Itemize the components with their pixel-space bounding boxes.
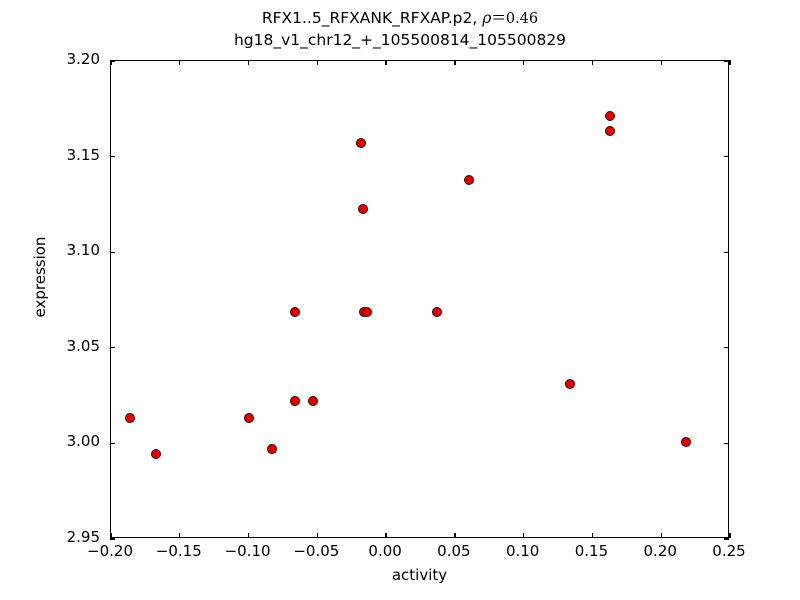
y-axis-tick-right: [724, 538, 729, 540]
scatter-point: [243, 412, 254, 423]
y-axis-tick-label: 3.15: [66, 145, 100, 164]
scatter-point: [290, 307, 301, 318]
x-axis-tick-top: [316, 60, 318, 65]
x-axis-tick: [523, 533, 525, 538]
chart-title-line-2: hg18_v1_chr12_+_105500814_105500829: [233, 31, 567, 49]
x-axis-tick-top: [110, 60, 112, 65]
x-axis-tick-top: [729, 60, 731, 65]
scatter-point: [565, 379, 576, 390]
y-axis-tick: [110, 155, 115, 158]
scatter-point: [151, 448, 162, 459]
y-axis-tick-right: [724, 60, 729, 62]
y-axis-tick-right: [724, 442, 729, 445]
y-axis-tick-right: [724, 251, 729, 253]
x-axis-tick-label: 0.15: [574, 542, 609, 560]
x-axis-tick: [454, 533, 456, 538]
y-axis-tick: [110, 347, 115, 349]
x-axis-tick: [247, 533, 250, 538]
x-axis-tick: [591, 533, 594, 538]
x-axis-tick-top: [523, 60, 525, 65]
x-axis-tick-label: −0.10: [224, 542, 271, 560]
x-axis-tick-top: [591, 60, 594, 65]
plot-axes-frame: [110, 60, 731, 540]
x-axis-tick: [729, 533, 731, 538]
scatter-point: [463, 174, 474, 185]
y-axis-tick-label: 3.20: [66, 50, 100, 68]
y-axis-tick-label: 3.10: [66, 241, 100, 260]
x-axis-tick-label: 0.20: [643, 542, 677, 560]
scatter-point: [125, 412, 136, 423]
x-axis-tick-label: 0.10: [505, 542, 540, 560]
y-axis-tick: [110, 251, 115, 253]
y-axis-tick-label: 2.95: [66, 528, 100, 546]
y-axis-tick-label: 3.00: [66, 432, 100, 451]
scatter-point: [308, 395, 319, 406]
x-axis-tick-top: [247, 60, 250, 65]
y-axis-label: expression: [31, 236, 49, 318]
chart-title: RFX1..5_RFXANK_RFXAP.p2, ρ＝0.46 hg18_v1_…: [0, 8, 800, 51]
x-axis-tick-top: [179, 60, 181, 65]
x-axis-tick-top: [385, 60, 387, 65]
y-axis-tick-right: [724, 155, 729, 158]
scatter-points-layer: [111, 61, 728, 537]
scatter-point: [290, 395, 301, 406]
x-axis-tick-label: −0.20: [87, 542, 133, 560]
scatter-point: [361, 307, 372, 318]
rho-symbol: ρ: [482, 9, 492, 27]
x-axis-label: activity: [391, 566, 448, 584]
scatter-point: [432, 307, 442, 318]
x-axis-tick-label: −0.05: [293, 542, 340, 560]
chart-title-motif: RFX1..5_RFXANK_RFXAP.p2,: [261, 9, 483, 27]
x-axis-tick: [110, 533, 112, 538]
scatter-point: [680, 437, 691, 448]
scatter-point: [605, 125, 616, 136]
x-axis-tick-top: [454, 60, 456, 65]
x-axis-tick-label: −0.15: [155, 542, 202, 560]
y-axis-tick: [110, 442, 115, 445]
scatter-point: [356, 138, 367, 149]
x-axis-tick: [179, 533, 181, 538]
rho-value: ＝0.46: [491, 11, 539, 27]
y-axis-tick-right: [724, 347, 729, 349]
chart-title-line-1: RFX1..5_RFXANK_RFXAP.p2, ρ＝0.46: [0, 8, 800, 30]
scatter-point: [605, 111, 616, 122]
y-axis-tick: [110, 60, 115, 62]
y-axis-tick-label: 3.05: [66, 336, 100, 355]
x-axis-tick: [385, 533, 387, 538]
x-axis-tick-label: 0.00: [368, 542, 402, 560]
x-axis-tick-top: [660, 60, 662, 65]
y-axis-tick: [110, 538, 115, 540]
x-axis-tick-label: 0.05: [437, 542, 471, 560]
scatter-point: [357, 204, 368, 215]
x-axis-tick-label: 0.25: [712, 542, 746, 560]
scatter-point: [266, 444, 277, 455]
x-axis-tick: [316, 533, 318, 538]
x-axis-tick: [660, 533, 662, 538]
